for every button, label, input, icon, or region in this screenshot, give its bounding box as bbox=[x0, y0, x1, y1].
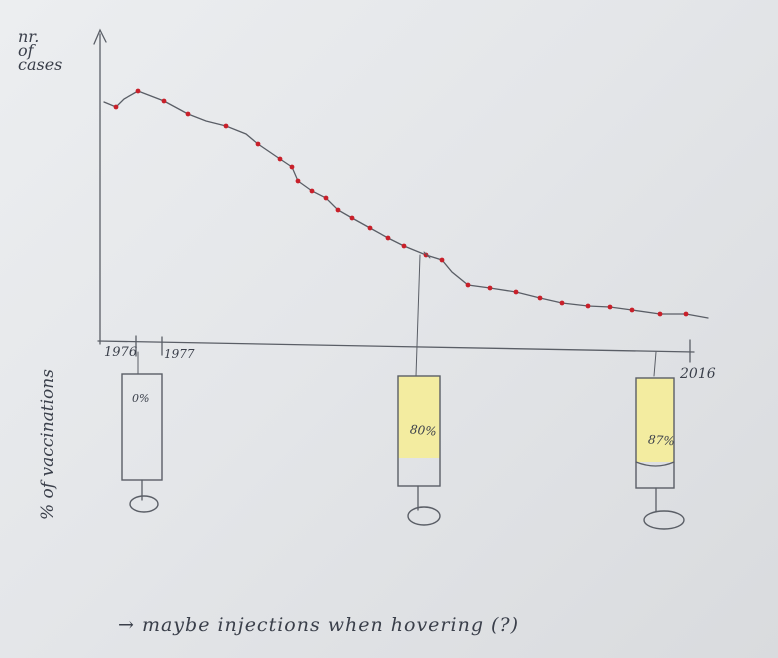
data-point bbox=[439, 257, 445, 263]
data-point bbox=[657, 311, 663, 317]
syringe-mid[interactable]: 80% bbox=[397, 375, 441, 526]
y-label-line: nr. bbox=[18, 27, 40, 46]
syringe-plunger-head bbox=[407, 506, 441, 526]
data-point bbox=[487, 285, 493, 291]
data-point bbox=[585, 303, 591, 309]
syringe-barrel bbox=[121, 373, 163, 481]
syringe-barrel bbox=[397, 375, 441, 487]
data-point bbox=[385, 235, 391, 241]
syringe-percent-label: 87% bbox=[648, 432, 676, 448]
data-point bbox=[513, 289, 519, 295]
syringe-percent-label: 0% bbox=[132, 392, 149, 405]
data-point bbox=[349, 215, 355, 221]
connector-line-2016 bbox=[653, 351, 657, 377]
data-point bbox=[607, 304, 613, 310]
data-point bbox=[135, 88, 141, 94]
vaccination-axis-label: % of vaccinations bbox=[38, 369, 58, 520]
data-point bbox=[465, 282, 471, 288]
data-point bbox=[335, 207, 341, 213]
syringe-1976[interactable]: 0% bbox=[121, 351, 163, 513]
syringe-2016[interactable]: 87% bbox=[635, 377, 685, 530]
data-point bbox=[537, 295, 543, 301]
y-label-line: cases bbox=[18, 55, 63, 74]
x-tick-label-1977: 1977 bbox=[164, 347, 195, 361]
data-point bbox=[255, 141, 261, 147]
cases-line bbox=[103, 90, 709, 319]
x-axis bbox=[97, 340, 695, 353]
data-point bbox=[185, 111, 191, 117]
data-point bbox=[161, 98, 167, 104]
y-axis-label-cases: nr. of cases bbox=[18, 27, 78, 74]
data-point bbox=[367, 225, 373, 231]
connector-tick bbox=[423, 251, 431, 259]
data-point bbox=[683, 311, 689, 317]
connector-line bbox=[415, 254, 421, 377]
data-point bbox=[289, 164, 295, 170]
syringe-barrel bbox=[635, 377, 675, 489]
x-tick-label-2016: 2016 bbox=[679, 366, 716, 382]
data-point bbox=[401, 243, 407, 249]
syringe-percent-label: 80% bbox=[409, 422, 437, 438]
hover-note: → maybe injections when hovering (?) bbox=[118, 614, 520, 636]
syringe-plunger-head bbox=[129, 495, 159, 513]
y-label-line: of bbox=[18, 41, 34, 60]
data-point bbox=[295, 178, 301, 184]
cases-points bbox=[113, 88, 689, 317]
data-point bbox=[323, 195, 329, 201]
syringe-fill bbox=[636, 378, 674, 462]
syringe-fill bbox=[398, 376, 440, 458]
data-point bbox=[277, 156, 283, 162]
syringe-fill-line bbox=[635, 461, 675, 467]
data-point bbox=[629, 307, 635, 313]
data-point bbox=[309, 188, 315, 194]
syringe-plunger-head bbox=[643, 510, 685, 530]
data-point bbox=[223, 123, 229, 129]
data-point bbox=[423, 252, 429, 258]
x-tick-label-1976: 1976 bbox=[104, 345, 137, 360]
y-axis-arrow bbox=[93, 28, 107, 45]
data-point bbox=[559, 300, 565, 306]
data-point bbox=[113, 104, 119, 110]
